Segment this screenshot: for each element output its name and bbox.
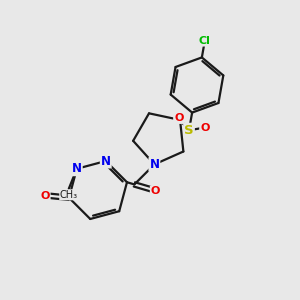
Text: O: O: [174, 113, 183, 123]
Text: S: S: [184, 124, 194, 137]
Text: O: O: [200, 122, 209, 133]
Text: N: N: [149, 158, 159, 171]
Text: CH₃: CH₃: [60, 190, 78, 200]
Text: Cl: Cl: [199, 36, 211, 46]
Text: N: N: [101, 154, 111, 167]
Text: N: N: [72, 162, 82, 175]
Text: O: O: [40, 191, 50, 201]
Text: O: O: [151, 186, 160, 197]
